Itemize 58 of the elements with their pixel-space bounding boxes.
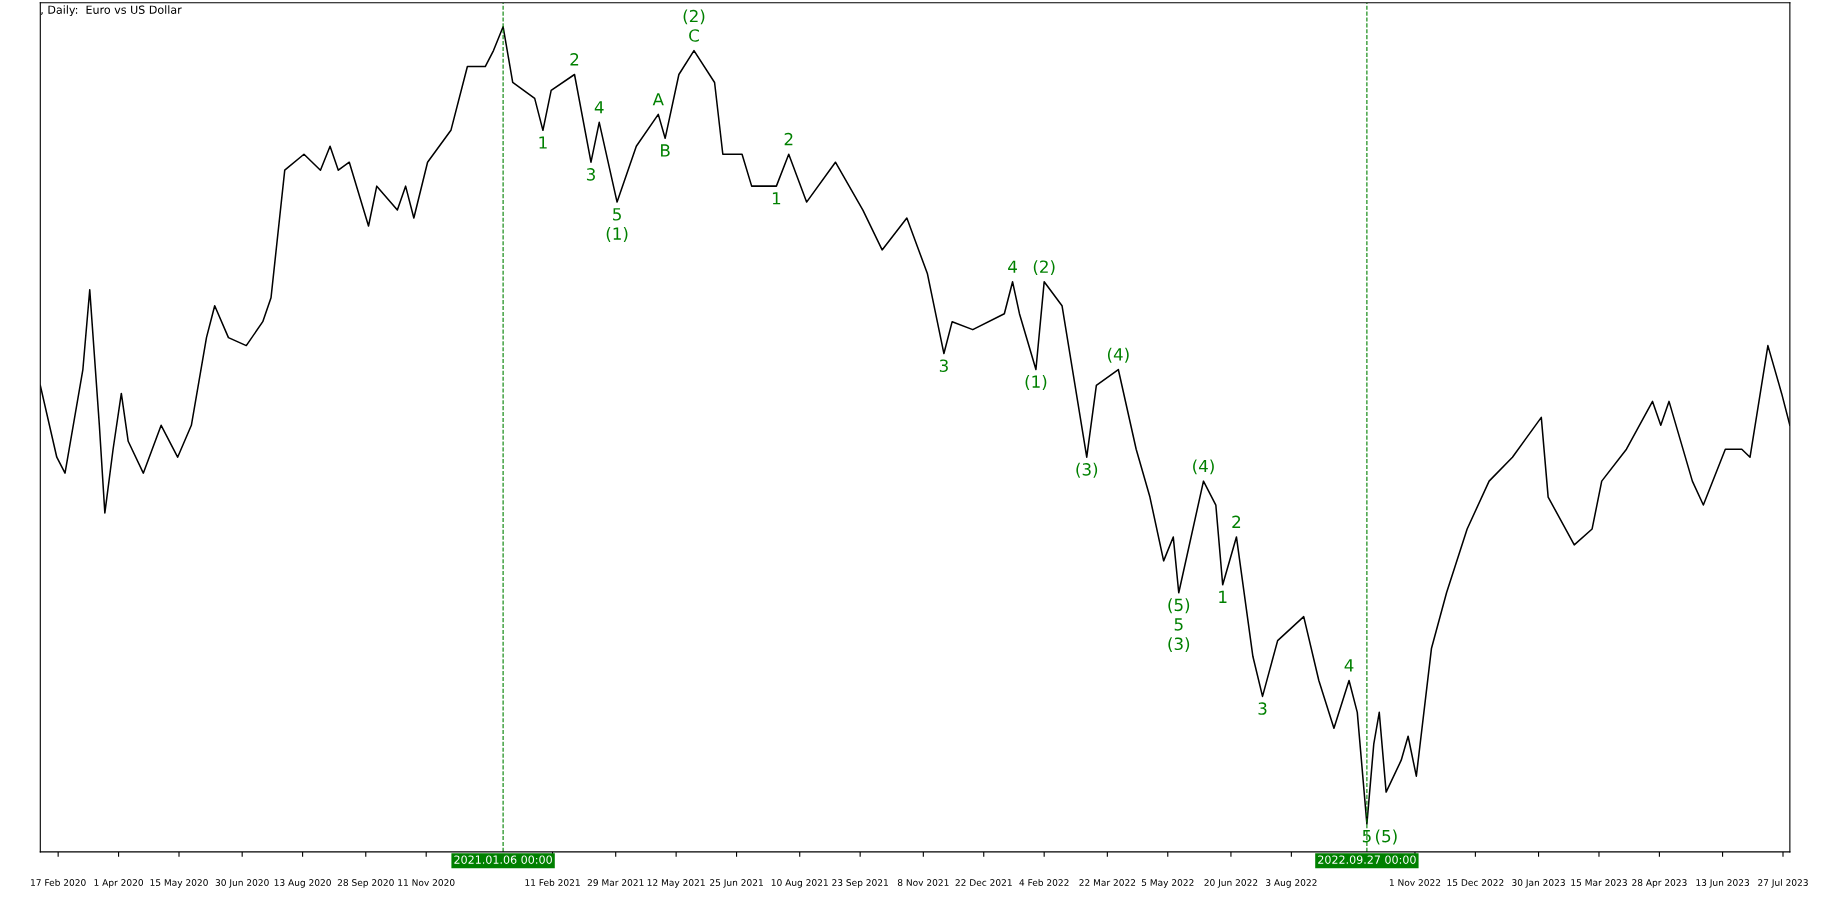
x-tick-label: 30 Jan 2023	[1512, 879, 1565, 888]
x-tick-label: 1 Apr 2020	[94, 879, 144, 888]
x-tick-label: 13 Aug 2020	[274, 879, 331, 888]
annotation: (3)	[1168, 637, 1190, 653]
x-tick-label: 29 Mar 2021	[587, 879, 644, 886]
x-tick-label: 25 Jun 2021	[710, 879, 763, 888]
annotation: (4)	[1107, 347, 1129, 363]
annotation: 2	[784, 132, 793, 146]
annotation: A	[652, 93, 664, 106]
x-tick-label: 11 Nov 2020	[398, 879, 455, 886]
annotation: (4)	[1193, 459, 1214, 475]
x-tick-label: 15 May 2020	[150, 879, 208, 888]
chart-title: , Daily: Euro vs US Dollar	[41, 5, 182, 17]
x-tick-label: 30 Jun 2020	[215, 879, 269, 888]
x-tick-label: 17 Feb 2020	[31, 878, 86, 886]
annotation: (3)	[1076, 462, 1098, 478]
x-tick-label: 13 Jun 2023	[1696, 879, 1749, 888]
annotation: 1	[772, 192, 781, 205]
ref-line-label: 2021.01.06 00:00	[454, 855, 552, 864]
x-tick-label: 11 Feb 2021	[525, 878, 580, 886]
x-tick-label: 28 Sep 2020	[337, 879, 394, 888]
annotation: 5	[1174, 618, 1183, 631]
annotation: (5)	[1168, 598, 1190, 614]
x-tick-label: 22 Mar 2022	[1079, 879, 1136, 886]
annotation: 4	[1008, 260, 1017, 273]
x-tick-label: 22 Dec 2021	[955, 879, 1012, 886]
x-tick-label: 23 Sep 2021	[832, 879, 888, 888]
annotation: 5	[1362, 830, 1371, 843]
x-tick-label: 5 May 2022	[1141, 879, 1194, 888]
x-tick-label: 20 Jun 2022	[1204, 879, 1258, 888]
x-tick-label: 3 Aug 2022	[1266, 879, 1317, 888]
x-tick-label: 27 Jul 2023	[1758, 878, 1808, 888]
annotation: B	[661, 144, 670, 157]
annotation: 4	[1344, 659, 1354, 672]
annotation: (2)	[683, 9, 705, 25]
annotation: 5	[613, 208, 621, 221]
annotation: (5)	[1375, 829, 1397, 845]
x-tick-label: 10 Aug 2021	[771, 879, 828, 888]
annotation: 2	[1232, 515, 1241, 528]
x-tick-label: 28 Apr 2023	[1632, 879, 1687, 888]
annotation: 3	[939, 359, 948, 373]
annotation: 1	[539, 136, 547, 149]
annotation: C	[689, 29, 699, 42]
annotation: (2)	[1033, 260, 1055, 275]
x-tick-label: 1 Nov 2022	[1389, 879, 1441, 886]
annotation: 3	[1258, 702, 1267, 715]
annotation: 1	[1219, 590, 1227, 603]
x-tick-label: 12 May 2021	[647, 879, 705, 888]
ref-line-label: 2022.09.27 00:00	[1318, 855, 1416, 864]
annotation: (1)	[1025, 375, 1047, 390]
x-tick-label: 4 Feb 2022	[1019, 878, 1069, 886]
annotation: 3	[586, 168, 595, 181]
annotation: 4	[594, 101, 604, 114]
annotation: (1)	[606, 227, 628, 242]
x-tick-label: 8 Nov 2021	[897, 879, 949, 886]
x-tick-label: 15 Mar 2023	[1571, 879, 1627, 886]
annotation: 2	[570, 53, 579, 66]
x-tick-label: 15 Dec 2022	[1447, 879, 1504, 886]
